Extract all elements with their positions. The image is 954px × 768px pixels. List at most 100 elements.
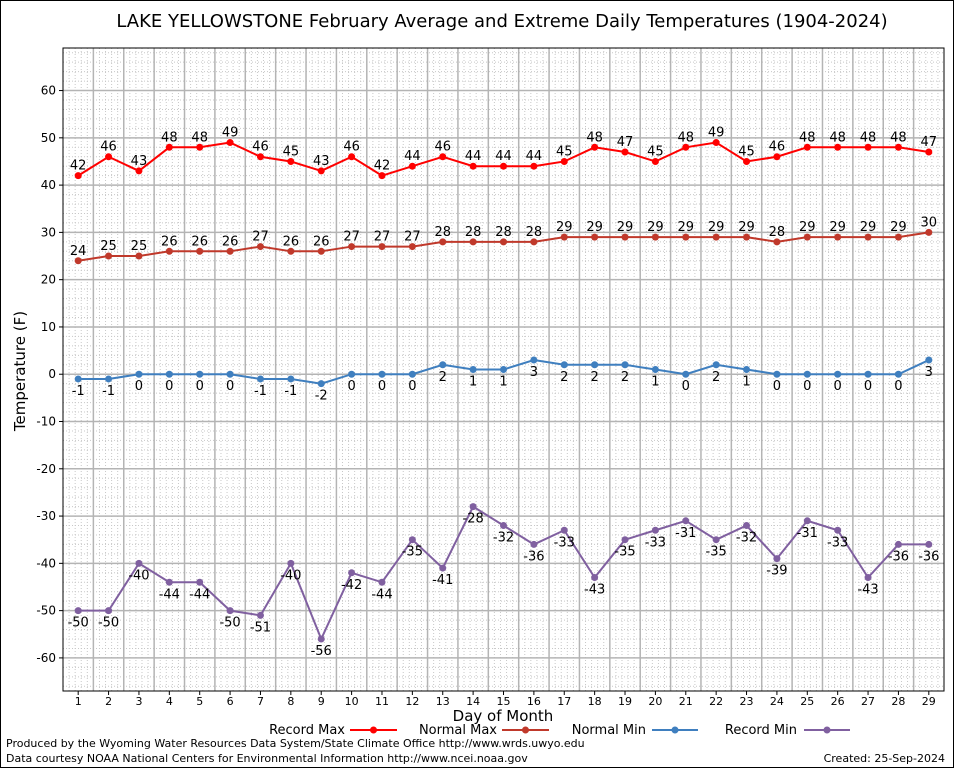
normal-max-point — [621, 233, 629, 241]
record-min-point — [651, 526, 659, 534]
record-max-point — [743, 157, 751, 165]
y-tick-label: 0 — [48, 367, 56, 381]
normal-max-value-label: 29 — [678, 220, 695, 235]
record-min-value-label: -44 — [189, 587, 210, 602]
normal-min-point — [135, 370, 143, 378]
record-max-point — [712, 139, 720, 147]
legend-label-record-max: Record Max — [269, 723, 345, 738]
record-min-point — [803, 517, 811, 525]
record-max-point — [348, 153, 356, 161]
record-min-point — [105, 607, 113, 615]
record-max-point — [317, 167, 325, 175]
normal-max-value-label: 24 — [70, 244, 87, 259]
normal-min-value-label: 2 — [590, 370, 598, 385]
x-tick-label: 28 — [891, 695, 905, 708]
normal-min-point — [682, 370, 690, 378]
normal-max-point — [196, 247, 204, 255]
normal-min-value-label: 0 — [347, 379, 355, 394]
normal-max-value-label: 29 — [708, 220, 725, 235]
x-tick-label: 10 — [345, 695, 359, 708]
record-min-value-label: -33 — [827, 535, 848, 550]
normal-max-point — [408, 243, 416, 251]
record-max-point — [621, 148, 629, 156]
x-tick-label: 1 — [75, 695, 82, 708]
normal-min-point — [712, 361, 720, 369]
x-tick-label: 27 — [861, 695, 875, 708]
credit-line-1: Produced by the Wyoming Water Resources … — [6, 737, 585, 750]
record-min-value-label: -39 — [766, 564, 787, 579]
x-tick-label: 7 — [257, 695, 264, 708]
normal-max-value-label: 28 — [434, 225, 451, 240]
series-record-min: -50 -50-40-44 -44-50 -51-40-56-42-44-35-41-… — [68, 503, 939, 659]
record-max-value-label: 48 — [161, 130, 178, 145]
x-tick-label: 3 — [135, 695, 142, 708]
normal-min-value-label: 0 — [773, 379, 781, 394]
normal-max-point — [500, 238, 507, 246]
normal-max-point — [105, 252, 113, 260]
record-min-point — [287, 559, 295, 567]
record-max-point — [439, 153, 447, 161]
normal-max-point — [560, 233, 568, 241]
record-max-point — [530, 162, 538, 170]
normal-min-point — [894, 370, 902, 378]
normal-min-point — [105, 375, 113, 383]
legend-label-normal-min: Normal Min — [572, 723, 646, 738]
normal-max-point — [469, 238, 477, 246]
record-min-value-label: -44 — [371, 587, 392, 602]
record-min-point — [165, 578, 173, 586]
record-max-value-label: 43 — [313, 154, 330, 169]
normal-max-value-label: 28 — [769, 225, 786, 240]
record-min-value-label: -50 — [219, 616, 240, 631]
record-min-point — [256, 611, 264, 619]
record-min-point — [135, 559, 143, 567]
normal-min-point — [621, 361, 629, 369]
normal-min-value-label: -1 — [254, 384, 267, 399]
record-max-value-label: 43 — [131, 154, 148, 169]
record-min-point — [196, 578, 204, 586]
record-min-value-label: -50 — [98, 616, 119, 631]
x-tick-label: 26 — [831, 695, 845, 708]
normal-max-point — [439, 238, 447, 246]
record-min-value-label: -32 — [736, 531, 757, 546]
normal-max-point — [743, 233, 751, 241]
normal-max-point — [378, 243, 386, 251]
normal-max-point — [803, 233, 811, 241]
normal-max-value-label: 29 — [586, 220, 603, 235]
normal-max-value-label: 30 — [921, 215, 938, 230]
record-min-value-label: -56 — [311, 644, 332, 659]
normal-max-point — [287, 247, 295, 255]
record-min-point — [74, 607, 82, 615]
normal-min-value-label: 0 — [226, 379, 234, 394]
normal-max-value-label: 29 — [890, 220, 907, 235]
normal-min-point — [925, 356, 933, 364]
normal-min-point — [651, 366, 659, 373]
record-min-point — [773, 555, 781, 563]
legend-marker-record-max — [370, 726, 377, 734]
x-tick-label: 9 — [318, 695, 325, 708]
normal-max-point — [165, 247, 173, 255]
x-tick-label: 5 — [196, 695, 203, 708]
normal-max-value-label: 27 — [374, 230, 391, 245]
y-tick-label: -30 — [36, 509, 56, 523]
normal-max-point — [348, 243, 356, 251]
x-tick-label: 12 — [405, 695, 419, 708]
normal-max-value-label: 25 — [100, 239, 117, 254]
y-tick-label: 40 — [41, 178, 56, 192]
record-min-point — [864, 574, 872, 582]
record-max-point — [287, 157, 295, 165]
x-tick-label: 2 — [105, 695, 112, 708]
record-min-value-label: -41 — [432, 573, 453, 588]
x-tick-label: 29 — [922, 695, 936, 708]
normal-max-point — [651, 233, 659, 241]
record-max-value-label: 42 — [70, 159, 87, 174]
normal-max-point — [135, 252, 143, 260]
normal-max-point — [317, 247, 325, 255]
record-max-point — [135, 167, 143, 175]
normal-max-point — [773, 238, 781, 246]
x-tick-label: 6 — [227, 695, 234, 708]
record-max-value-label: 48 — [191, 130, 208, 145]
record-min-value-label: -35 — [402, 545, 423, 560]
legend: Record Max Normal Max Normal Min Record Min — [269, 723, 850, 738]
record-min-point — [925, 540, 933, 548]
